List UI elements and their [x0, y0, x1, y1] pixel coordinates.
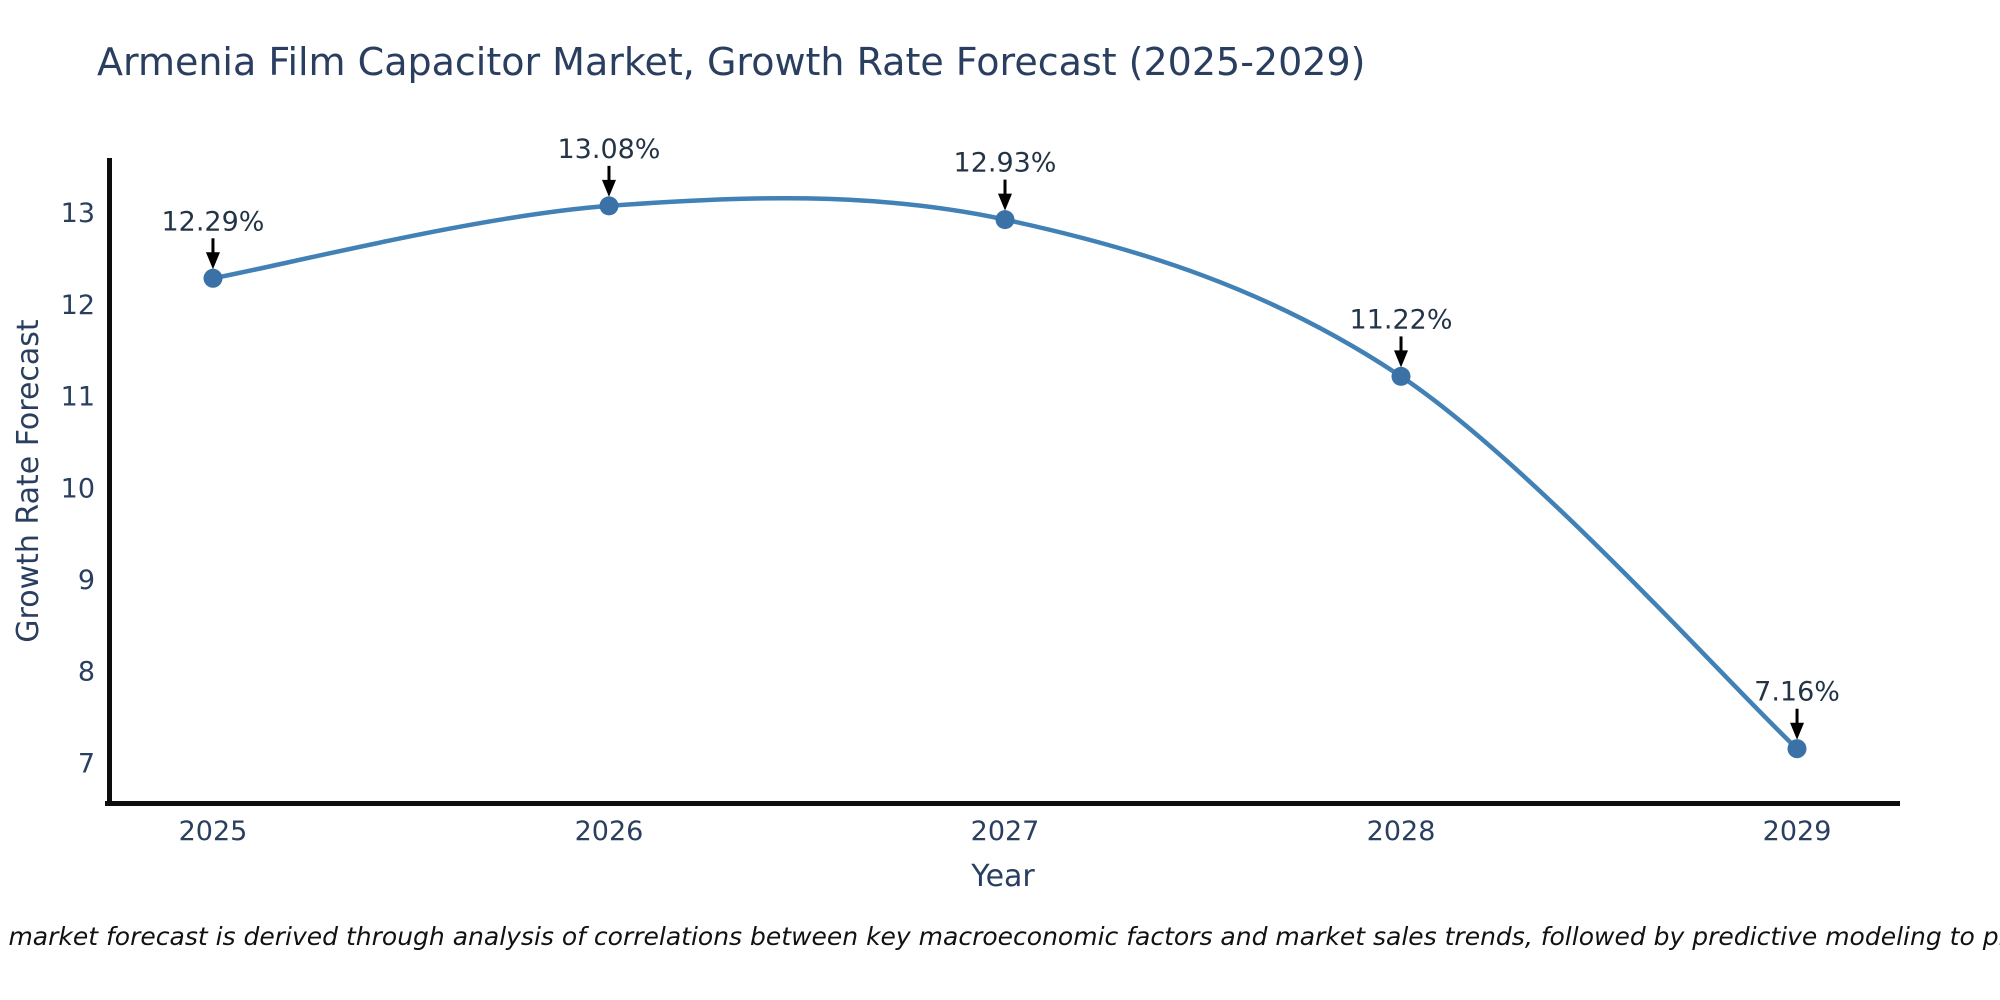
y-axis-title: Growth Rate Forecast	[11, 319, 46, 643]
x-axis-title: Year	[970, 859, 1035, 894]
forecast-line	[210, 195, 1800, 751]
annotation-arrowhead-icon	[601, 179, 616, 197]
data-point-marker[interactable]	[599, 196, 619, 216]
line-series-layer	[203, 195, 1807, 759]
point-value-label: 12.93%	[954, 148, 1057, 179]
y-tick-label: 10	[61, 473, 95, 504]
x-axis-spine	[105, 801, 1900, 806]
footnote: Note: The market forecast is derived thr…	[0, 922, 2000, 951]
y-axis-spine	[107, 158, 112, 806]
y-tick-label: 7	[78, 748, 95, 779]
annotation-arrowhead-icon	[1394, 350, 1409, 368]
x-tick-label: 2026	[575, 816, 644, 847]
point-value-label: 13.08%	[558, 134, 661, 165]
y-tick-label: 9	[78, 565, 95, 596]
data-point-marker[interactable]	[1391, 366, 1411, 386]
y-tick-label: 8	[78, 657, 95, 688]
data-point-marker[interactable]	[203, 268, 223, 288]
x-tick-label: 2028	[1367, 816, 1436, 847]
y-tick-label: 11	[61, 382, 95, 413]
x-tick-label: 2027	[971, 816, 1040, 847]
y-tick-label: 12	[61, 290, 95, 321]
axes-layer: 13 12 11 10 9 8 7 2025 2026 2027 2028 2029	[61, 158, 1900, 847]
annotation-arrowhead-icon	[998, 193, 1012, 211]
x-tick-label: 2029	[1763, 816, 1832, 847]
point-value-label: 12.29%	[161, 206, 264, 237]
x-tick-label: 2025	[179, 816, 248, 847]
annotation-arrowhead-icon	[1790, 722, 1805, 740]
point-value-label: 11.22%	[1350, 304, 1453, 335]
data-point-marker[interactable]	[1787, 739, 1807, 759]
data-point-marker[interactable]	[995, 210, 1015, 230]
chart-title: Armenia Film Capacitor Market, Growth Ra…	[97, 40, 1365, 84]
point-value-label: 7.16%	[1754, 677, 1840, 708]
annotations-layer: 12.29% 13.08% 12.93% 11.22% 7.16%	[161, 134, 1840, 740]
y-tick-label: 13	[61, 198, 95, 229]
annotation-arrowhead-icon	[205, 252, 220, 270]
